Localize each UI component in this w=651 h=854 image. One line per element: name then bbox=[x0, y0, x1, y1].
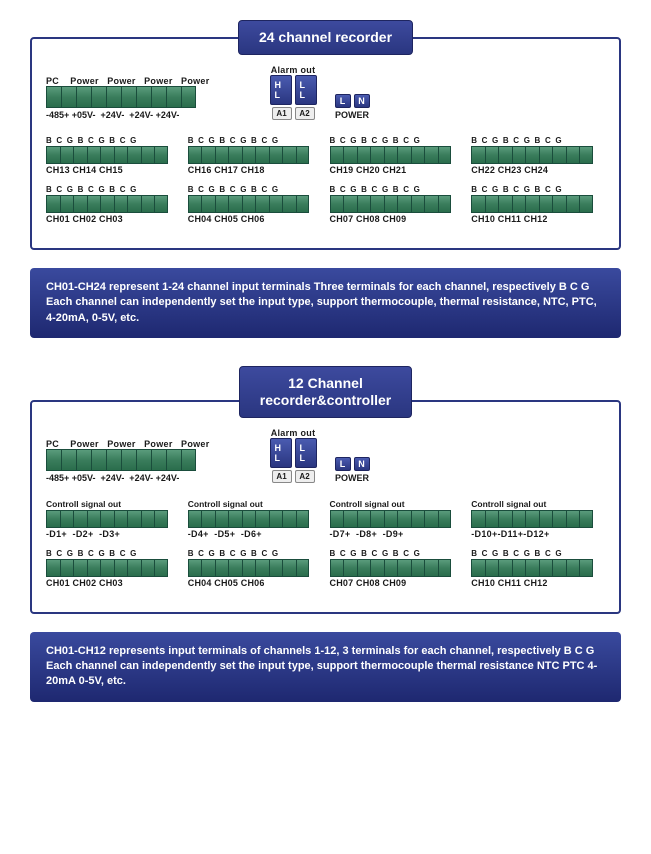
panel-12ch: PC Power Power Power Power -485+ +05V- +… bbox=[30, 400, 621, 614]
ch-group: B C G B C G B C G CH10 CH11 CH12 bbox=[471, 549, 605, 588]
title-24ch: 24 channel recorder bbox=[238, 20, 413, 55]
a2-label: A2 bbox=[295, 107, 315, 120]
ch-group: B C G B C G B C G CH04 CH05 CH06 bbox=[188, 185, 322, 224]
power-terminals-24 bbox=[46, 86, 196, 108]
ch-row-12: B C G B C G B C G CH01 CH02 CH03 B C G B… bbox=[46, 549, 605, 588]
ch-group: B C G B C G B C G CH22 CH23 CH24 bbox=[471, 136, 605, 175]
panel-24ch: PC Power Power Power Power -485+ +05V- +… bbox=[30, 37, 621, 250]
n-badge: N bbox=[354, 94, 370, 108]
section-24ch: 24 channel recorder PC Power Power Power… bbox=[30, 20, 621, 250]
desc-24ch: CH01-CH24 represent 1-24 channel input t… bbox=[30, 268, 621, 338]
ch-ids: CH13 CH14 CH15 bbox=[46, 165, 123, 175]
ch-row-01-12: B C G B C G B C G CH01 CH02 CH03 B C G B… bbox=[46, 185, 605, 224]
signal-group: Controll signal out -D7+ -D8+ -D9+ bbox=[330, 499, 464, 539]
signal-group: Controll signal out -D1+ -D2+ -D3+ bbox=[46, 499, 180, 539]
section-12ch: 12 Channel recorder&controller PC Power … bbox=[30, 366, 621, 614]
bcg: B C G B C G B C G bbox=[188, 136, 280, 145]
alarm-out-24: Alarm out H L L L A1 A2 bbox=[270, 65, 317, 120]
bcg: B C G B C G B C G bbox=[471, 136, 563, 145]
desc-12ch: CH01-CH12 represents input terminals of … bbox=[30, 632, 621, 702]
power-rail-12: PC Power Power Power Power -485+ +05V- +… bbox=[46, 439, 210, 483]
a1-label: A1 bbox=[272, 107, 292, 120]
ch-terms bbox=[471, 146, 593, 164]
ch-ids: CH22 CH23 CH24 bbox=[471, 165, 548, 175]
alarm-power-12: Alarm out H L L L A1 A2 L N POWER bbox=[270, 428, 370, 483]
title-12ch: 12 Channel recorder&controller bbox=[239, 366, 412, 418]
bcg: B C G B C G B C G bbox=[46, 136, 138, 145]
ch-row-13-24: B C G B C G B C G CH13 CH14 CH15 B C G B… bbox=[46, 136, 605, 175]
ch-terms bbox=[330, 146, 452, 164]
ch-terms bbox=[46, 146, 168, 164]
ch-group: B C G B C G B C G CH07 CH08 CH09 bbox=[330, 185, 464, 224]
hl-badge: H L bbox=[270, 75, 292, 105]
ch-group: B C G B C G B C G CH01 CH02 CH03 bbox=[46, 549, 180, 588]
ch-group: B C G B C G B C G CH19 CH20 CH21 bbox=[330, 136, 464, 175]
power-in-24: L N POWER bbox=[335, 94, 370, 120]
signal-group: Controll signal out -D4+ -D5+ -D6+ bbox=[188, 499, 322, 539]
ch-ids: CH01 CH02 CH03 bbox=[46, 214, 123, 224]
alarm-title: Alarm out bbox=[271, 65, 316, 75]
signal-group: Controll signal out -D10+-D11+-D12+ bbox=[471, 499, 605, 539]
ch-group: B C G B C G B C G CH16 CH17 CH18 bbox=[188, 136, 322, 175]
ch-group: B C G B C G B C G CH13 CH14 CH15 bbox=[46, 136, 180, 175]
top-row-24: PC Power Power Power Power -485+ +05V- +… bbox=[46, 65, 605, 120]
ch-terms bbox=[188, 146, 310, 164]
ll-badge: L L bbox=[295, 75, 317, 105]
top-row-12: PC Power Power Power Power -485+ +05V- +… bbox=[46, 428, 605, 483]
ch-group: B C G B C G B C G CH04 CH05 CH06 bbox=[188, 549, 322, 588]
pc-power-labels: PC Power Power Power Power bbox=[46, 76, 210, 86]
rail-voltages: -485+ +05V- +24V- +24V- +24V- bbox=[46, 110, 179, 120]
power-rail-24: PC Power Power Power Power -485+ +05V- +… bbox=[46, 76, 210, 120]
bcg: B C G B C G B C G bbox=[330, 136, 422, 145]
alarm-power-24: Alarm out H L L L A1 A2 L N POWER bbox=[270, 65, 370, 120]
ch-ids: CH19 CH20 CH21 bbox=[330, 165, 407, 175]
ch-group: B C G B C G B C G CH01 CH02 CH03 bbox=[46, 185, 180, 224]
signal-row: Controll signal out -D1+ -D2+ -D3+ Contr… bbox=[46, 499, 605, 539]
l-badge: L bbox=[335, 94, 351, 108]
ch-ids: CH16 CH17 CH18 bbox=[188, 165, 265, 175]
power-label: POWER bbox=[335, 110, 369, 120]
bcg: B C G B C G B C G bbox=[46, 185, 138, 194]
ch-group: B C G B C G B C G CH07 CH08 CH09 bbox=[330, 549, 464, 588]
ch-group: B C G B C G B C G CH10 CH11 CH12 bbox=[471, 185, 605, 224]
